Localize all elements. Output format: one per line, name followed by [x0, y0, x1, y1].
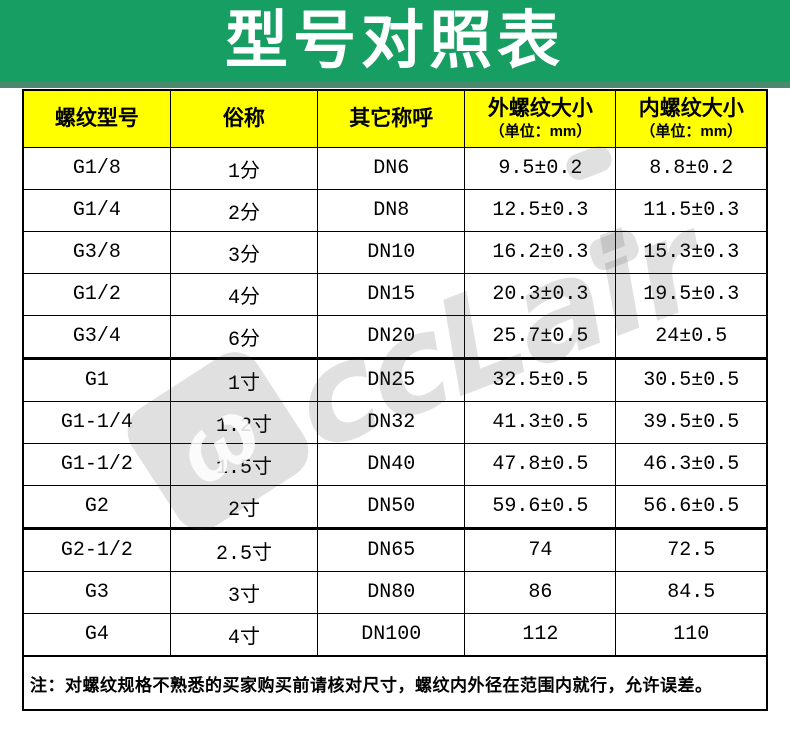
table-cell: DN10: [317, 231, 466, 274]
table-cell: 46.3±0.5: [615, 443, 768, 486]
table-cell: 56.6±0.5: [615, 485, 768, 530]
table-cell: DN20: [317, 315, 466, 360]
table-cell: 19.5±0.3: [615, 273, 768, 316]
table-cell: 3寸: [169, 571, 319, 614]
table-cell: 1.5寸: [169, 443, 319, 486]
table-row: G1/2 4分 DN15 20.3±0.3 19.5±0.3: [22, 273, 768, 316]
table-cell: 1寸: [169, 358, 319, 402]
table-row: G1/8 1分 DN6 9.5±0.2 8.8±0.2: [22, 147, 768, 190]
column-unit: （单位：mm）: [640, 123, 743, 141]
table-row: G3/4 6分 DN20 25.7±0.5 24±0.5: [22, 315, 768, 360]
table-cell: 39.5±0.5: [615, 401, 768, 444]
table-cell: DN6: [317, 147, 466, 190]
table-cell: 12.5±0.3: [464, 189, 617, 232]
table-cell: G3/4: [22, 315, 171, 360]
table-footer: 注：对螺纹规格不熟悉的买家购买前请核对尺寸，螺纹内外径在范围内就行，允许误差。: [22, 655, 768, 711]
table-cell: 2.5寸: [169, 528, 319, 572]
table-cell: G1: [22, 358, 171, 402]
column-header: 其它称呼: [317, 89, 466, 148]
column-label: 外螺纹大小: [487, 97, 593, 121]
table-cell: 72.5: [615, 528, 768, 572]
table-cell: 2寸: [169, 485, 319, 530]
table-cell: 25.7±0.5: [464, 315, 617, 360]
table-cell: DN100: [317, 613, 466, 657]
page-title: 型号对照表: [225, 5, 565, 76]
table-cell: G1/8: [22, 147, 171, 190]
column-label: 其它称呼: [349, 106, 434, 130]
table-cell: 11.5±0.3: [615, 189, 768, 232]
table-row: G2 2寸 DN50 59.6±0.5 56.6±0.5: [22, 485, 768, 530]
table-row: G1 1寸 DN25 32.5±0.5 30.5±0.5: [22, 358, 768, 402]
header-row: 螺纹型号 俗称 其它称呼 外螺纹大小 （单位：mm） 内螺纹大小 （单位：mm）: [22, 89, 768, 148]
table-cell: 16.2±0.3: [464, 231, 617, 274]
table-cell: 1.2寸: [169, 401, 319, 444]
table-row: G1-1/2 1.5寸 DN40 47.8±0.5 46.3±0.5: [22, 443, 768, 486]
table-cell: 1分: [169, 147, 319, 190]
table-row: G1-1/4 1.2寸 DN32 41.3±0.5 39.5±0.5: [22, 401, 768, 444]
table-cell: 20.3±0.3: [464, 273, 617, 316]
column-header: 外螺纹大小 （单位：mm）: [464, 89, 617, 148]
table-row: G3 3寸 DN80 86 84.5: [22, 571, 768, 614]
table-cell: DN8: [317, 189, 466, 232]
column-unit: （单位：mm）: [489, 123, 592, 141]
table-cell: G1-1/4: [22, 401, 171, 444]
table-cell: G1/4: [22, 189, 171, 232]
table-cell: G1/2: [22, 273, 171, 316]
table-cell: 3分: [169, 231, 319, 274]
table-cell: 74: [464, 528, 617, 572]
table-header: 螺纹型号 俗称 其它称呼 外螺纹大小 （单位：mm） 内螺纹大小 （单位：mm）: [22, 89, 768, 148]
note-row: 注：对螺纹规格不熟悉的买家购买前请核对尺寸，螺纹内外径在范围内就行，允许误差。: [22, 655, 768, 711]
table-cell: 8.8±0.2: [615, 147, 768, 190]
table-row: G2-1/2 2.5寸 DN65 74 72.5: [22, 528, 768, 572]
table-cell: 2分: [169, 189, 319, 232]
table-cell: 15.3±0.3: [615, 231, 768, 274]
table-cell: 41.3±0.5: [464, 401, 617, 444]
table-cell: 59.6±0.5: [464, 485, 617, 530]
model-comparison-table-wrap: 螺纹型号 俗称 其它称呼 外螺纹大小 （单位：mm） 内螺纹大小 （单位：mm） G1/8 1…: [22, 89, 768, 711]
table-cell: 47.8±0.5: [464, 443, 617, 486]
table-cell: G4: [22, 613, 171, 657]
table-row: G3/8 3分 DN10 16.2±0.3 15.3±0.3: [22, 231, 768, 274]
column-label: 内螺纹大小: [638, 97, 744, 121]
table-cell: 4寸: [169, 613, 319, 657]
table-cell: DN80: [317, 571, 466, 614]
table-cell: 32.5±0.5: [464, 358, 617, 402]
table-cell: 6分: [169, 315, 319, 360]
column-header: 内螺纹大小 （单位：mm）: [615, 89, 768, 148]
table-row: G4 4寸 DN100 112 110: [22, 613, 768, 657]
table-cell: 84.5: [615, 571, 768, 614]
table-cell: G2: [22, 485, 171, 530]
table-cell: DN25: [317, 358, 466, 402]
table-cell: G2-1/2: [22, 528, 171, 572]
table-cell: 9.5±0.2: [464, 147, 617, 190]
table-cell: 24±0.5: [615, 315, 768, 360]
table-cell: G1-1/2: [22, 443, 171, 486]
column-label: 螺纹型号: [54, 106, 139, 130]
column-header: 螺纹型号: [22, 89, 171, 148]
table-cell: 30.5±0.5: [615, 358, 768, 402]
table-row: G1/4 2分 DN8 12.5±0.3 11.5±0.3: [22, 189, 768, 232]
table-cell: DN40: [317, 443, 466, 486]
title-banner: 型号对照表: [0, 0, 790, 88]
table-cell: DN15: [317, 273, 466, 316]
table-cell: 112: [464, 613, 617, 657]
column-label: 俗称: [222, 106, 265, 130]
table-cell: 4分: [169, 273, 319, 316]
table-cell: DN65: [317, 528, 466, 572]
note-text: 注：对螺纹规格不熟悉的买家购买前请核对尺寸，螺纹内外径在范围内就行，允许误差。: [22, 655, 768, 711]
table-cell: DN32: [317, 401, 466, 444]
table-cell: 86: [464, 571, 617, 614]
table-cell: 110: [615, 613, 768, 657]
model-comparison-table: 螺纹型号 俗称 其它称呼 外螺纹大小 （单位：mm） 内螺纹大小 （单位：mm） G1/8 1…: [22, 89, 768, 711]
table-body: G1/8 1分 DN6 9.5±0.2 8.8±0.2 G1/4 2分 DN8 12.5±0.3…: [22, 147, 768, 657]
table-cell: G3: [22, 571, 171, 614]
table-cell: G3/8: [22, 231, 171, 274]
column-header: 俗称: [169, 89, 319, 148]
table-cell: DN50: [317, 485, 466, 530]
